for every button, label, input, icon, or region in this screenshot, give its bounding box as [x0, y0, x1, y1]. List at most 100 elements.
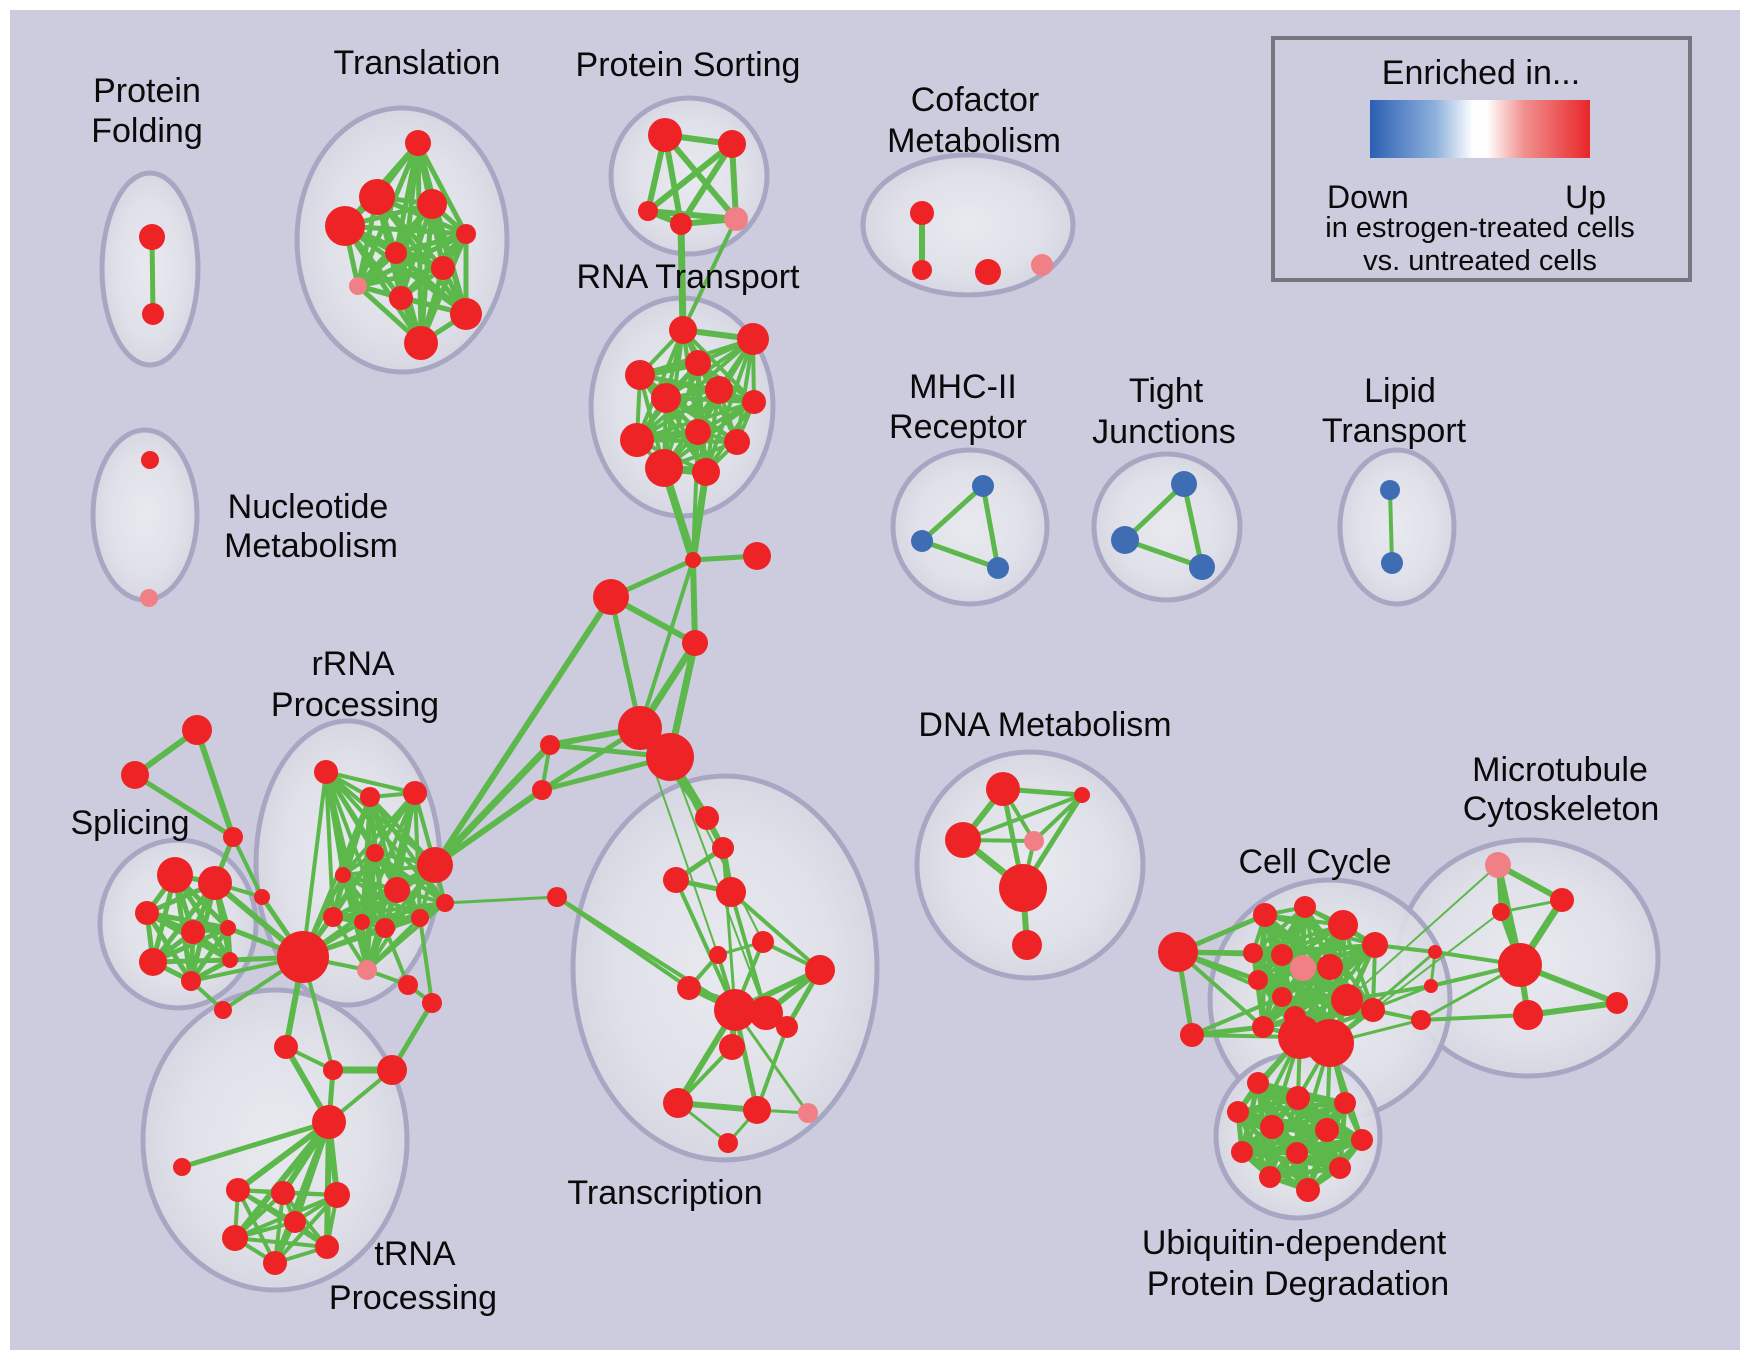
enrichment-overlap-edge [721, 846, 737, 1012]
cluster-label: tRNA [374, 1235, 456, 1273]
gene-set-node [724, 207, 748, 231]
gene-set-node [651, 383, 681, 413]
gene-set-node [359, 179, 395, 215]
cluster-label: Nucleotide [228, 488, 389, 526]
cluster-label: Lipid [1364, 372, 1436, 410]
gene-set-node [1012, 930, 1042, 960]
gene-set-node [718, 1133, 738, 1153]
enrichment-overlap-edge [331, 863, 437, 919]
gene-set-node [157, 857, 193, 893]
gene-set-node [638, 201, 658, 221]
node-layer [121, 118, 1628, 1275]
gene-set-node [314, 760, 338, 784]
cluster-label: rRNA [311, 645, 394, 683]
gene-set-node [1253, 903, 1277, 927]
enrichment-overlap-edge [980, 483, 1001, 571]
gene-set-node [1024, 831, 1044, 851]
gene-set-node [945, 822, 981, 858]
gene-set-node [712, 837, 734, 859]
gene-set-node [403, 781, 427, 805]
enrichment-overlap-edge [1346, 864, 1499, 1001]
enrichment-overlap-edge [555, 895, 691, 990]
enrichment-overlap-edge [415, 140, 469, 237]
cluster-label: Folding [91, 112, 203, 150]
cluster-ellipse-cofactor-metabolism [860, 152, 1076, 298]
cluster-label: Processing [329, 1279, 497, 1317]
gene-set-node [646, 733, 694, 781]
enrichment-overlap-edge [690, 557, 698, 646]
enrichment-overlap-edge [681, 217, 738, 332]
gene-set-node [277, 931, 329, 983]
gene-set-node [705, 376, 733, 404]
enrichment-overlap-edge [1251, 923, 1345, 955]
gene-set-node [226, 1178, 250, 1202]
enrichment-overlap-edge [755, 1025, 789, 1112]
gene-set-node [1411, 1010, 1431, 1030]
cluster-label: MHC-II [909, 368, 1017, 406]
cluster-label: Ubiquitin-dependent [1142, 1224, 1447, 1262]
gene-set-node [222, 1225, 248, 1251]
gene-set-node [375, 918, 395, 938]
gene-set-node [141, 451, 159, 469]
gene-set-node [1111, 526, 1139, 554]
gene-set-node [692, 458, 720, 486]
gene-set-node [742, 390, 766, 414]
gene-set-node [1286, 1086, 1310, 1110]
gene-set-node [1296, 1178, 1320, 1202]
enrichment-overlap-edge [418, 916, 434, 1005]
gene-set-node [1606, 992, 1628, 1014]
gene-set-node [366, 844, 384, 862]
cluster-label: Translation [334, 44, 501, 82]
gene-set-node [271, 1181, 295, 1205]
enrichment-overlap-edge [1280, 943, 1377, 957]
gene-set-node [360, 787, 380, 807]
gene-set-node [405, 130, 431, 156]
gene-set-node [431, 256, 455, 280]
gene-set-node [181, 920, 205, 944]
gene-set-node [263, 1251, 287, 1275]
gene-set-node [312, 1105, 346, 1139]
gene-set-node [223, 827, 243, 847]
gene-set-node [422, 993, 442, 1013]
enrichment-overlap-edge [608, 594, 643, 731]
gene-set-node [695, 806, 719, 830]
enrichment-overlap-edge [324, 1119, 332, 1250]
gene-set-node [1247, 1072, 1269, 1094]
gene-set-node [1171, 471, 1197, 497]
enrichment-overlap-edge [443, 895, 559, 905]
gene-set-node [618, 706, 662, 750]
gene-set-node [677, 976, 701, 1000]
gene-set-node [987, 557, 1009, 579]
cluster-ellipse-tight-junctions [1091, 451, 1243, 603]
gene-set-node [1231, 1141, 1253, 1163]
enrichment-overlap-edge [1190, 995, 1284, 1037]
gene-set-node [140, 589, 158, 607]
enrichment-overlap-edge [292, 1119, 332, 1225]
gene-set-node [1331, 984, 1363, 1016]
gene-set-node [670, 213, 692, 235]
enrichment-overlap-edge [342, 223, 424, 346]
gene-set-node [685, 552, 701, 568]
cluster-label: Protein Sorting [576, 46, 801, 84]
enrichment-overlap-edge [231, 835, 264, 899]
enrichment-overlap-edge [342, 223, 469, 237]
gene-set-node [743, 1096, 771, 1124]
enrichment-overlap-edge [677, 220, 687, 334]
gene-set-node [709, 946, 727, 964]
gene-set-node [254, 889, 270, 905]
gene-set-node [999, 864, 1047, 912]
gene-set-node [417, 189, 447, 219]
gene-set-node [749, 996, 783, 1030]
gene-set-node [593, 579, 629, 615]
gene-set-node [724, 429, 750, 455]
gene-set-node [685, 350, 711, 376]
cluster-label: Protein Degradation [1147, 1265, 1449, 1303]
gene-set-node [456, 224, 476, 244]
gene-set-node [663, 1088, 693, 1118]
gene-set-node [532, 780, 552, 800]
gene-set-node [648, 118, 682, 152]
enrichment-overlap-edge [144, 910, 231, 931]
cluster-label: Metabolism [224, 527, 398, 565]
gene-set-node [975, 259, 1001, 285]
